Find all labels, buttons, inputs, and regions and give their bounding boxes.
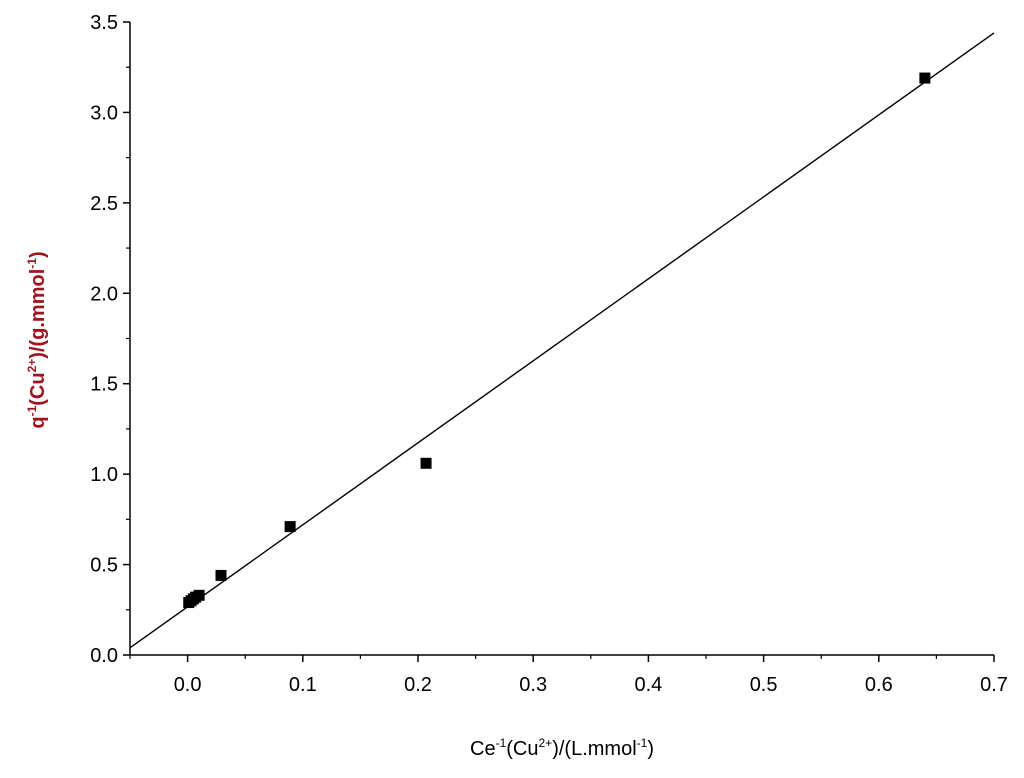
plot-area [129, 22, 994, 656]
x-tick-label: 0.1 [289, 674, 317, 696]
x-axis-title: Ce-1(Cu2+)/(L.mmol-1) [470, 736, 654, 760]
x-tick-label: 0.3 [519, 674, 547, 696]
x-tick-label: 0.4 [634, 674, 662, 696]
data-point [919, 72, 931, 84]
y-tick-label: 0.0 [90, 645, 118, 667]
x-tick-label: 0.5 [750, 674, 778, 696]
x-tick-label: 0.7 [980, 674, 1008, 696]
y-tick-label: 3.0 [90, 102, 118, 124]
data-point [284, 521, 296, 533]
data-point [420, 457, 432, 469]
x-tick-label: 0.6 [865, 674, 893, 696]
y-tick-label: 3.5 [90, 12, 118, 34]
x-tick-label: 0.2 [404, 674, 432, 696]
fit-line-layer [129, 32, 995, 649]
y-tick-label: 2.5 [90, 193, 118, 215]
x-tick-label: 0.0 [174, 674, 202, 696]
y-tick-label: 2.0 [90, 283, 118, 305]
x-axis: 0.0 0.1 0.2 0.3 0.4 0.5 0.6 0.7 [129, 655, 1008, 696]
data-points [183, 72, 931, 609]
y-tick-label: 0.5 [90, 555, 118, 577]
y-axis: 0.0 0.5 1.0 1.5 2.0 2.5 3.0 3.5 [90, 12, 130, 667]
data-point [193, 589, 205, 601]
data-point [215, 569, 227, 581]
fit-line [129, 32, 995, 649]
y-axis-title: q-1(Cu2+)/(g.mmol-1) [25, 251, 49, 428]
y-tick-label: 1.5 [90, 374, 118, 396]
y-tick-label: 1.0 [90, 464, 118, 486]
